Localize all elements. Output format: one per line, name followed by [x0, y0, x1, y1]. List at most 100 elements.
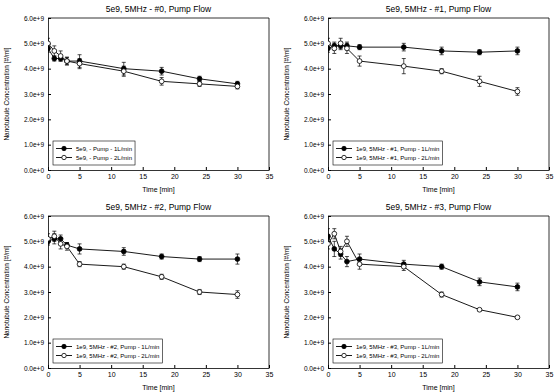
y-tick-mark [328, 69, 331, 70]
x-tick-mark [111, 365, 112, 368]
data-point [52, 234, 57, 239]
error-bar [235, 84, 239, 89]
plot-frame [328, 18, 549, 19]
error-bar-cap [59, 61, 63, 62]
error-bar-cap [52, 243, 56, 244]
legend-marker [62, 344, 66, 348]
y-tick-mark [328, 292, 331, 293]
error-bar-cap [328, 228, 330, 229]
x-tick: 5 [78, 365, 82, 378]
plot-area [48, 38, 240, 89]
series-line [48, 236, 237, 294]
x-tick-label: 30 [514, 371, 522, 378]
x-tick-mark [360, 167, 361, 170]
error-bar-cap [402, 262, 406, 263]
x-tick-label: 20 [451, 371, 459, 378]
x-tick-mark [206, 365, 207, 368]
error-bar-cap [48, 233, 50, 234]
error-bar [328, 239, 330, 249]
legend-marker [342, 353, 346, 357]
data-point [332, 46, 337, 51]
y-tick-label: 0.0e+0 [24, 167, 44, 174]
y-tick-label: 1.0e+9 [24, 339, 44, 346]
error-bar-cap [345, 43, 349, 44]
error-bar-cap [160, 77, 164, 78]
y-tick-mark [328, 145, 331, 146]
data-point [48, 46, 50, 51]
y-tick-label: 4.0e+9 [304, 65, 324, 72]
error-bar-cap [332, 53, 336, 54]
legend-label: 5e9, - Pump - 1L/min [76, 146, 132, 152]
x-tick-mark [111, 167, 112, 170]
y-tick-label: 3.0e+9 [304, 289, 324, 296]
legend-marker [342, 344, 346, 348]
y-tick: 5.0e+9 [304, 238, 331, 245]
error-bar-cap [52, 56, 56, 57]
y-tick: 5.0e+9 [304, 40, 331, 47]
legend-label: 5e9, - Pump - 2L/min [76, 155, 132, 161]
error-bar [358, 259, 362, 269]
x-tick: 35 [546, 365, 554, 378]
series-line [328, 43, 517, 91]
error-bar [478, 50, 482, 55]
y-axis-title: Nanotubule Concentration [#/ml] [283, 47, 291, 140]
error-bar-cap [235, 290, 239, 291]
y-tick-mark [328, 18, 331, 19]
data-point [48, 41, 50, 46]
x-tick: 30 [514, 365, 522, 378]
x-tick-label: 5 [78, 173, 82, 180]
x-tick: 30 [514, 167, 522, 180]
error-bar-cap [235, 254, 239, 255]
plot-frame [269, 216, 270, 368]
error-bar [332, 43, 336, 53]
data-point [121, 69, 126, 74]
error-bar-cap [48, 48, 50, 49]
series-line [328, 46, 517, 52]
y-tick-label: 1.0e+9 [304, 339, 324, 346]
series [48, 45, 240, 87]
error-bar-cap [358, 259, 362, 260]
x-tick-mark [143, 365, 144, 368]
error-bar [402, 59, 406, 74]
error-bar [332, 241, 336, 256]
error-bar [160, 67, 164, 75]
x-tick-mark [174, 365, 175, 368]
x-tick-label: 0 [327, 371, 331, 378]
y-tick-mark [328, 317, 331, 318]
data-point [477, 50, 482, 55]
error-bar-cap [332, 241, 336, 242]
error-bar-cap [65, 64, 69, 65]
legend: 1e9, 5MHz - #3, Pump - 1L/min1e9, 5MHz -… [333, 339, 442, 363]
data-point [235, 257, 240, 262]
error-bar-cap [59, 248, 63, 249]
y-tick-label: 2.0e+9 [304, 116, 324, 123]
legend-box [53, 339, 162, 363]
x-tick: 20 [171, 365, 179, 378]
data-point [477, 279, 482, 284]
data-point [477, 79, 482, 84]
error-bar [515, 283, 519, 291]
series-line [48, 239, 237, 259]
plot-frame [328, 216, 549, 217]
y-axis-title: Nanotubule Concentration [#/ml] [3, 245, 11, 338]
error-bar [339, 249, 343, 259]
chart-title: 5e9, 5MHz - #1, Pump Flow [386, 4, 492, 14]
legend-box [333, 141, 442, 165]
x-axis: 05101520253035 [47, 167, 274, 180]
legend-label: 1e9, 5MHz - #3, Pump - 2L/min [356, 353, 439, 359]
error-bar [198, 81, 202, 86]
y-tick-mark [48, 317, 51, 318]
error-bar [122, 264, 126, 269]
error-bar-cap [402, 43, 406, 44]
error-bar [78, 262, 82, 267]
error-bar-cap [48, 38, 50, 39]
data-point [52, 49, 57, 54]
error-bar-cap [59, 50, 63, 51]
data-point [235, 84, 240, 89]
x-tick-label: 30 [234, 173, 242, 180]
error-bar-cap [339, 246, 343, 247]
x-tick: 35 [266, 365, 274, 378]
error-bar [59, 51, 63, 61]
data-point [328, 41, 330, 46]
error-bar [478, 278, 482, 286]
